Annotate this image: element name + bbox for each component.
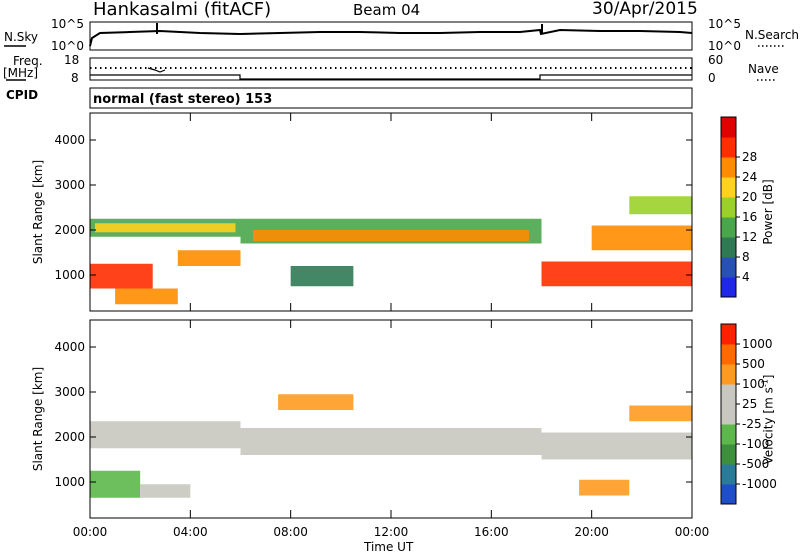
beam-label: Beam 04 xyxy=(353,1,421,19)
velocity-echo-band xyxy=(240,428,542,455)
cpid-label: CPID xyxy=(6,88,39,102)
freq-label: Freq. xyxy=(13,54,43,68)
x-axis-label: Time UT xyxy=(364,540,414,554)
velocity-echo-band xyxy=(278,394,354,410)
colorbar-tick-label: -1000 xyxy=(742,477,777,491)
y-tick-label: 4000 xyxy=(54,133,85,147)
power-echo-band xyxy=(290,266,354,287)
velocity-colorbar-label: Velocity [m s-1] xyxy=(760,370,776,470)
colorbar-segment xyxy=(721,484,736,505)
colorbar-segment xyxy=(721,324,736,345)
colorbar-segment xyxy=(721,384,736,405)
y-tick-label: 3000 xyxy=(54,385,85,399)
cpid-value: normal (fast stereo) 153 xyxy=(93,92,273,107)
colorbar-segment xyxy=(721,177,736,198)
velocity-colorbar-sup: -1 xyxy=(760,379,770,388)
colorbar-tick-label: 24 xyxy=(742,170,757,184)
n-sky-tick-low: 10^0 xyxy=(51,39,84,53)
colorbar-segment xyxy=(721,197,736,218)
power-echo-band xyxy=(95,223,236,233)
y-tick-label: 1000 xyxy=(54,475,85,489)
power-echo-band xyxy=(90,263,153,289)
colorbar-tick-label: 12 xyxy=(742,230,757,244)
colorbar-segment xyxy=(721,217,736,238)
n-sky-label: N.Sky xyxy=(4,30,39,44)
power-echo-band xyxy=(629,196,692,215)
x-tick-label: 00:00 xyxy=(73,525,108,539)
colorbar-tick-label: -100 xyxy=(742,437,769,451)
colorbar-tick-label: 20 xyxy=(742,190,757,204)
y-tick-label: 3000 xyxy=(54,178,85,192)
colorbar-segment xyxy=(721,257,736,278)
freq-tick-low: 8 xyxy=(71,71,79,85)
colorbar-segment xyxy=(721,444,736,465)
colorbar-tick-label: 25 xyxy=(742,397,757,411)
x-tick-label: 20:00 xyxy=(574,525,609,539)
nave-tick-low: 0 xyxy=(708,71,716,85)
n-search-tick-low: 10^0 xyxy=(708,39,741,53)
date-label: 30/Apr/2015 xyxy=(592,0,698,19)
nave-tick-high: 60 xyxy=(708,53,724,67)
power-echo-band xyxy=(253,230,529,242)
y-tick-label: 1000 xyxy=(54,268,85,282)
colorbar-segment xyxy=(721,277,736,298)
colorbar-tick-label: 500 xyxy=(742,357,765,371)
freq-tick-high: 18 xyxy=(64,53,80,67)
colorbar-segment xyxy=(721,364,736,385)
x-tick-label: 04:00 xyxy=(173,525,208,539)
n-search-label: N.Search xyxy=(745,28,800,42)
colorbar-tick-label: 4 xyxy=(742,270,750,284)
velocity-echo-band xyxy=(579,479,630,496)
x-tick-label: 16:00 xyxy=(474,525,509,539)
colorbar-tick-label: 16 xyxy=(742,210,757,224)
x-tick-label: 12:00 xyxy=(374,525,409,539)
colorbar-tick-label: 8 xyxy=(742,250,750,264)
n-search-tick-high: 10^5 xyxy=(708,17,741,31)
y-tick-label: 2000 xyxy=(54,223,85,237)
colorbar-segment xyxy=(721,424,736,445)
power-echo-band xyxy=(591,225,692,251)
y-tick-label: 4000 xyxy=(54,340,85,354)
power-y-axis-label: Slant Range [km] xyxy=(31,159,45,265)
velocity-colorbar-text: Velocity [m s xyxy=(761,387,776,465)
power-echo-band xyxy=(115,288,178,305)
colorbar-segment xyxy=(721,464,736,485)
velocity-echo-band xyxy=(629,405,692,422)
colorbar-segment xyxy=(721,404,736,425)
colorbar-segment xyxy=(721,237,736,258)
velocity-y-axis-label: Slant Range [km] xyxy=(31,366,45,472)
power-echo-band xyxy=(177,250,241,266)
station-title: Hankasalmi (fitACF) xyxy=(93,0,272,20)
colorbar-tick-label: 100 xyxy=(742,377,765,391)
colorbar-tick-label: 1000 xyxy=(742,337,773,351)
freq-panel xyxy=(89,57,693,81)
velocity-echo-band xyxy=(90,470,141,498)
velocity-echo-band xyxy=(90,421,241,449)
nave-label: Nave xyxy=(748,62,779,76)
colorbar-segment xyxy=(721,137,736,158)
x-tick-label: 08:00 xyxy=(273,525,308,539)
velocity-echo-band xyxy=(140,484,191,498)
x-tick-label: 00:00 xyxy=(675,525,710,539)
colorbar-tick-label: 28 xyxy=(742,150,757,164)
colorbar-tick-label: -500 xyxy=(742,457,769,471)
colorbar-tick-label: -25 xyxy=(742,417,762,431)
n-sky-trace xyxy=(89,28,693,47)
n-sky-panel xyxy=(89,21,693,51)
velocity-colorbar-end: ] xyxy=(761,374,776,380)
colorbar-segment xyxy=(721,157,736,178)
y-tick-label: 2000 xyxy=(54,430,85,444)
power-colorbar-label: Power [dB] xyxy=(761,179,775,245)
colorbar-segment xyxy=(721,344,736,365)
power-echo-band xyxy=(541,261,692,287)
velocity-echo-band xyxy=(541,432,692,460)
colorbar-segment xyxy=(721,117,736,138)
freq-unit-label: [MHz] xyxy=(3,66,39,80)
n-sky-tick-high: 10^5 xyxy=(51,17,84,31)
